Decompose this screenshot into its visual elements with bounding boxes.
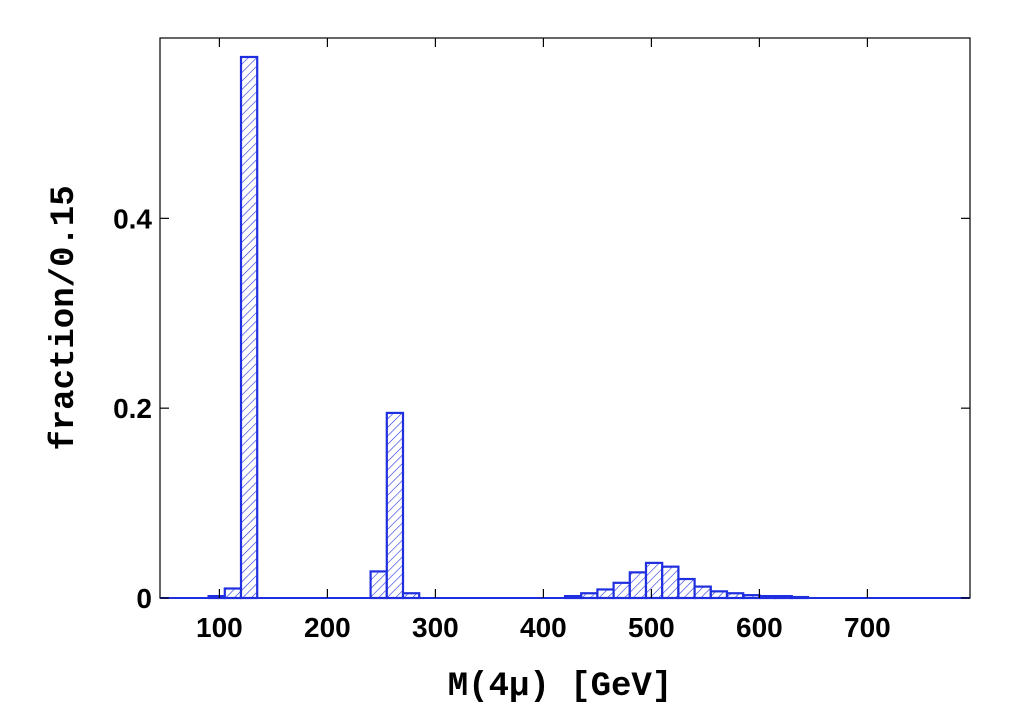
histogram-bar	[385, 411, 405, 600]
x-tick-label: 700	[844, 612, 891, 643]
histogram-bar	[661, 565, 680, 600]
histogram-bar	[693, 585, 712, 600]
histogram-bar	[677, 577, 696, 600]
x-axis: 100 200 300 400 500 600 700	[196, 38, 891, 643]
plot-frame	[159, 37, 971, 599]
histogram-bars	[160, 55, 970, 600]
histogram-bar	[369, 570, 388, 600]
y-axis-title: fraction/0.15	[46, 185, 84, 450]
y-tick-label: 0.4	[113, 203, 152, 234]
histogram-bar	[596, 588, 615, 600]
x-tick-label: 200	[304, 612, 351, 643]
x-tick-label: 500	[628, 612, 675, 643]
x-axis-title: M(4μ) [GeV]	[448, 668, 672, 706]
histogram-bar	[239, 55, 259, 600]
x-tick-label: 300	[412, 612, 459, 643]
histogram-bar	[644, 561, 664, 600]
histogram-bar	[628, 571, 648, 600]
x-tick-label: 100	[196, 612, 243, 643]
x-tick-label: 400	[520, 612, 567, 643]
y-tick-label: 0.2	[113, 393, 152, 424]
y-tick-label: 0	[136, 583, 152, 614]
y-axis: 0 0.2 0.4	[113, 203, 970, 614]
histogram-bar	[612, 581, 631, 600]
histogram-bar	[223, 587, 243, 600]
x-tick-label: 600	[736, 612, 783, 643]
